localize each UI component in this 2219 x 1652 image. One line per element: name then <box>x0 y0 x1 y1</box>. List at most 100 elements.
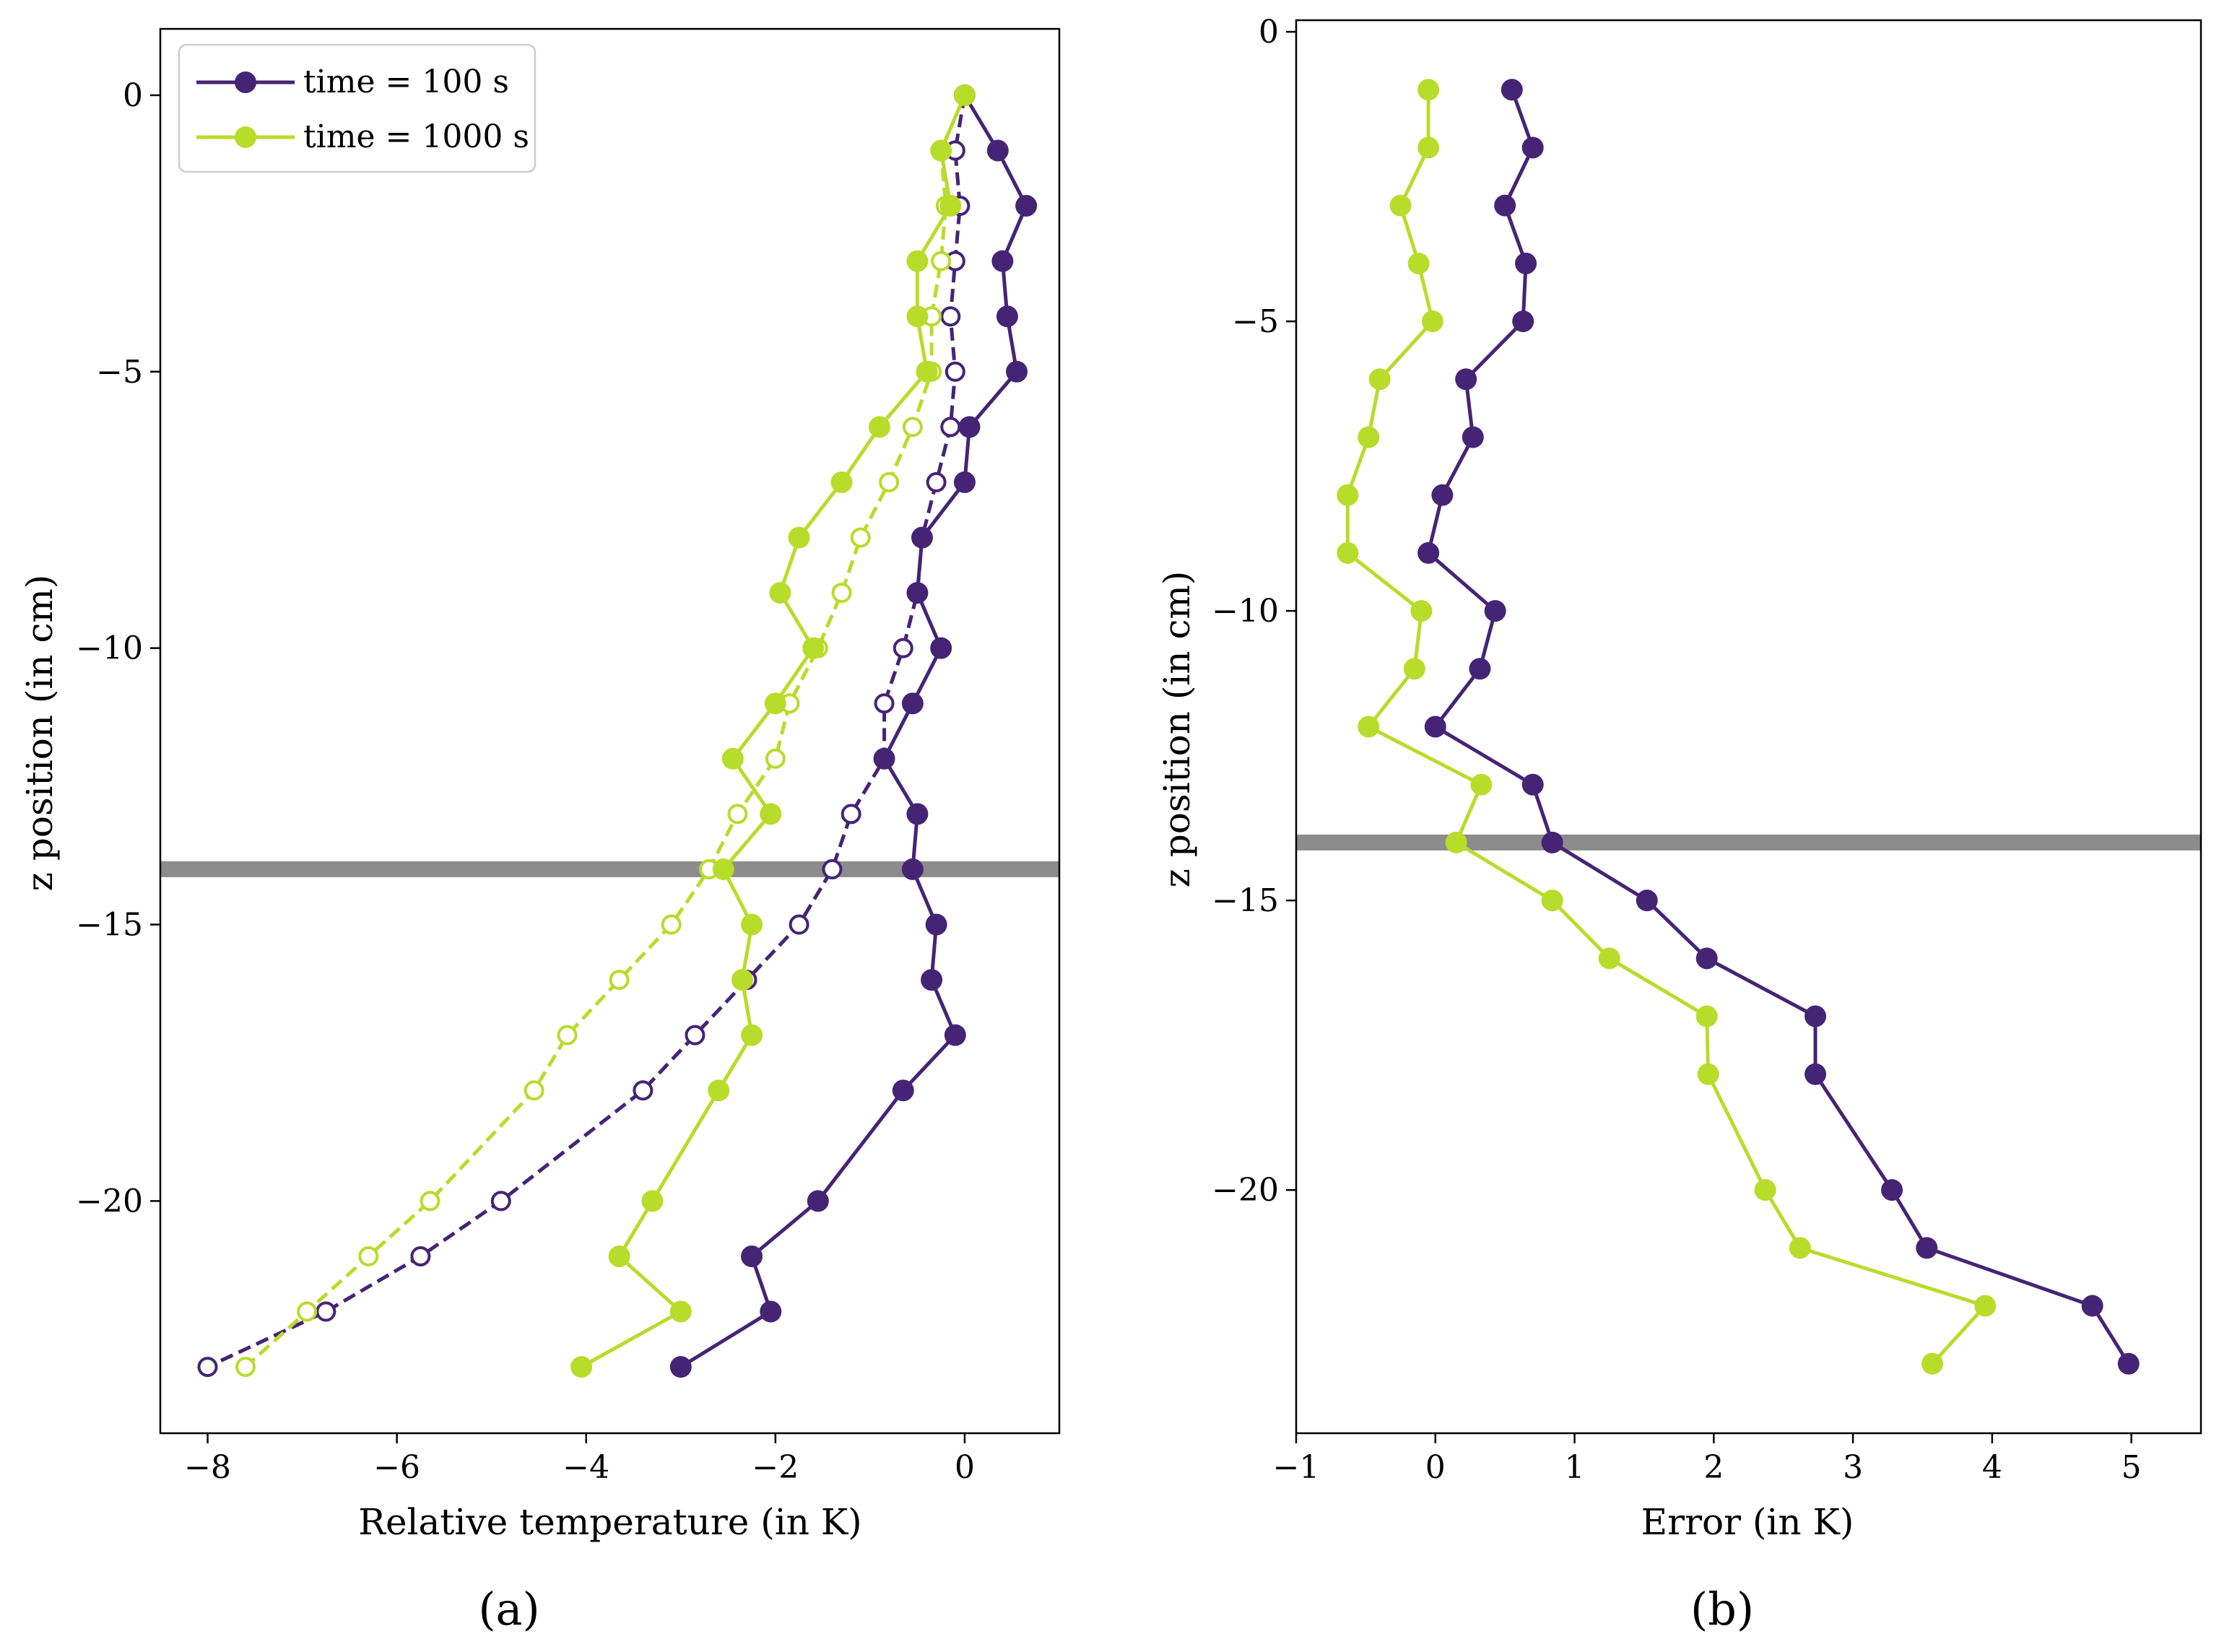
y-tick-label-b-1: −5 <box>1232 303 1279 340</box>
data-point-a-2-16 <box>609 970 630 991</box>
data-point-b-1-3 <box>1407 252 1430 274</box>
panel-b: −1 0 1 2 3 4 50−5−10−15−20 Error (in K) z posi… <box>1156 14 2202 1635</box>
ticks-b: −1 0 1 2 3 4 50−5−10−15−20 <box>1212 14 2141 1486</box>
data-point-b-1-20 <box>1974 1295 1997 1317</box>
x-tick-label-b-4: 3 <box>1843 1449 1863 1486</box>
data-point-b-1-8 <box>1337 542 1359 564</box>
data-point-a-2-3 <box>931 251 952 271</box>
legend-marker-t1000 <box>235 126 256 148</box>
plot-frame-a <box>159 27 1061 1435</box>
data-point-a-1-19 <box>807 1190 829 1212</box>
data-point-a-0-15 <box>789 914 809 935</box>
data-point-a-0-18 <box>633 1080 653 1101</box>
data-point-a-2-8 <box>850 527 871 548</box>
series-line-b-1 <box>1345 90 1987 1365</box>
data-point-a-1-15 <box>925 913 947 936</box>
data-point-b-1-11 <box>1358 716 1380 738</box>
data-point-a-1-9 <box>906 582 929 604</box>
data-point-a-1-17 <box>944 1024 966 1046</box>
data-point-a-2-21 <box>297 1301 318 1322</box>
data-point-a-3-12 <box>721 747 744 770</box>
data-point-a-3-16 <box>731 969 753 991</box>
x-tick-label-a-0: −8 <box>184 1449 231 1486</box>
legend-entry-t1000: time = 1000 s <box>196 118 529 155</box>
data-point-a-2-15 <box>661 914 682 935</box>
data-point-a-1-21 <box>760 1300 782 1323</box>
data-point-a-0-19 <box>490 1191 511 1212</box>
legend-label-t1000: time = 1000 s <box>303 118 529 155</box>
legend-box <box>178 43 537 173</box>
data-point-a-1-2 <box>1015 195 1038 217</box>
data-point-b-0-3 <box>1515 252 1537 274</box>
data-point-b-0-1 <box>1521 136 1544 159</box>
data-point-a-3-13 <box>760 803 782 825</box>
x-axis-label-a: Relative temperature (in K) <box>358 1501 861 1543</box>
data-point-a-3-3 <box>906 250 929 272</box>
y-tick-label-b-3: −15 <box>1212 882 1279 919</box>
data-point-b-0-20 <box>2081 1295 2103 1317</box>
x-tick-label-b-6: 5 <box>2122 1449 2142 1486</box>
series-line-b-0 <box>1426 89 2130 1365</box>
legend-marker-t100 <box>235 71 256 93</box>
legend: time = 100 s time = 1000 s <box>178 43 537 173</box>
x-tick-label-a-1: −6 <box>373 1449 420 1486</box>
y-axis-label-b: z position (in cm) <box>1156 571 1198 888</box>
data-point-a-0-14 <box>822 858 843 879</box>
data-point-b-1-5 <box>1368 368 1391 391</box>
data-point-a-0-4 <box>940 306 961 327</box>
data-point-a-1-6 <box>958 416 981 438</box>
x-tick-label-b-0: −1 <box>1273 1449 1320 1486</box>
data-point-a-1-13 <box>906 803 929 825</box>
data-point-b-0-11 <box>1424 716 1446 738</box>
data-point-a-1-3 <box>991 250 1014 272</box>
series-group-a <box>197 84 1038 1378</box>
data-point-a-1-14 <box>901 858 924 880</box>
x-axis-label-b: Error (in K) <box>1641 1501 1854 1543</box>
legend-entry-t100: time = 100 s <box>196 64 509 100</box>
x-tick-label-b-3: 2 <box>1703 1449 1724 1486</box>
data-point-b-0-9 <box>1484 600 1506 622</box>
data-point-a-0-10 <box>893 638 913 658</box>
data-point-b-1-0 <box>1417 79 1440 101</box>
data-point-b-1-2 <box>1389 194 1412 217</box>
data-point-a-1-11 <box>901 692 924 715</box>
series-group-b <box>1337 79 2140 1375</box>
y-tick-label-a-2: −10 <box>76 630 143 667</box>
data-point-a-3-10 <box>802 637 825 659</box>
data-point-a-0-5 <box>945 361 965 382</box>
data-point-a-1-10 <box>930 637 952 659</box>
y-tick-label-a-1: −5 <box>96 354 143 391</box>
data-point-a-3-7 <box>830 471 853 493</box>
data-point-a-2-19 <box>420 1191 440 1212</box>
data-point-a-0-13 <box>841 804 861 825</box>
data-point-a-3-4 <box>906 305 929 328</box>
data-point-a-3-18 <box>708 1079 730 1102</box>
data-point-b-0-12 <box>1521 773 1544 796</box>
data-point-b-0-7 <box>1431 484 1454 506</box>
data-point-a-3-15 <box>741 913 763 936</box>
y-tick-label-b-4: −20 <box>1212 1172 1279 1209</box>
data-point-a-2-6 <box>902 417 923 438</box>
data-point-a-1-18 <box>892 1079 914 1102</box>
y-tick-label-a-3: −15 <box>76 907 143 944</box>
data-point-a-0-22 <box>197 1357 218 1378</box>
y-tick-label-a-0: 0 <box>123 77 143 114</box>
x-tick-label-a-4: 0 <box>955 1449 975 1486</box>
data-point-b-0-13 <box>1541 831 1563 853</box>
data-point-b-0-17 <box>1805 1063 1827 1085</box>
data-point-b-0-4 <box>1512 310 1534 333</box>
data-point-a-3-2 <box>939 195 962 217</box>
data-point-a-0-17 <box>685 1025 705 1045</box>
data-point-a-2-22 <box>235 1357 256 1378</box>
data-point-a-0-7 <box>926 471 947 492</box>
data-point-a-3-22 <box>570 1356 593 1378</box>
data-point-a-2-20 <box>358 1245 379 1266</box>
data-point-a-1-22 <box>669 1356 692 1378</box>
data-point-a-0-11 <box>874 693 895 714</box>
panel-a: −8 −6 −4 −2 00−5−10−15−20 Relative temperatu… <box>19 27 1061 1635</box>
data-point-a-1-4 <box>996 305 1018 328</box>
data-point-a-0-6 <box>940 417 961 438</box>
data-point-b-0-19 <box>1916 1237 1938 1259</box>
